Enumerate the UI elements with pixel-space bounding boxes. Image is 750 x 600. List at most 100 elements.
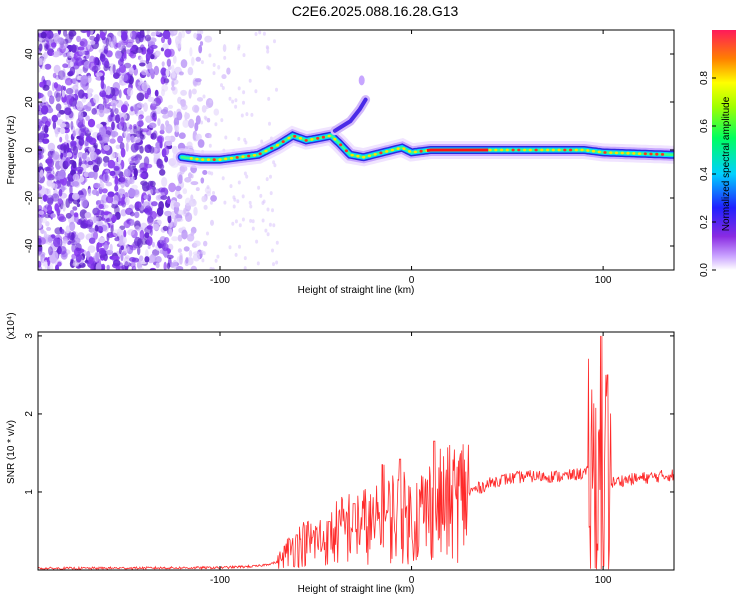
snr-x-ticks: -100 0 100 bbox=[210, 332, 612, 586]
ridge-peak-segment bbox=[426, 148, 489, 152]
noise-blob bbox=[88, 256, 94, 265]
noise-blob bbox=[249, 218, 253, 223]
noise-blob bbox=[245, 112, 249, 117]
noise-blob bbox=[216, 254, 220, 259]
noise-blob bbox=[172, 259, 178, 269]
ridge-hotspot bbox=[557, 148, 561, 152]
noise-blob bbox=[135, 47, 144, 53]
ridge-hotspot bbox=[270, 146, 274, 150]
noise-blob bbox=[96, 157, 101, 167]
noise-blob bbox=[130, 261, 136, 268]
noise-blob bbox=[123, 256, 130, 267]
noise-blob bbox=[38, 104, 41, 112]
noise-blob bbox=[272, 223, 276, 228]
ridge-hotspot bbox=[212, 158, 216, 162]
noise-blob bbox=[112, 35, 117, 46]
x-tick-label: 0 bbox=[409, 275, 415, 286]
noise-blob bbox=[141, 181, 150, 192]
ridge-hotspot bbox=[264, 149, 268, 153]
noise-blob bbox=[265, 177, 269, 182]
noise-blob bbox=[130, 106, 134, 112]
noise-blob bbox=[188, 199, 197, 207]
noise-blob bbox=[128, 110, 136, 116]
noise-blob bbox=[185, 257, 189, 264]
noise-blob bbox=[75, 253, 82, 263]
noise-blob bbox=[38, 221, 42, 229]
noise-blob bbox=[139, 145, 144, 154]
noise-blob bbox=[250, 112, 254, 117]
x-tick-label: 0 bbox=[409, 575, 415, 586]
noise-blob bbox=[88, 146, 96, 153]
ridge-hotspot bbox=[229, 156, 234, 160]
noise-blob bbox=[51, 193, 60, 202]
noise-blob bbox=[70, 140, 77, 147]
noise-blob bbox=[163, 261, 167, 270]
noise-blob bbox=[178, 174, 183, 185]
noise-blob bbox=[74, 128, 81, 136]
noise-blob bbox=[202, 251, 206, 256]
heatmap-x-axis-label: Height of straight line (km) bbox=[298, 285, 415, 296]
noise-blob bbox=[162, 43, 169, 50]
noise-blob bbox=[114, 205, 120, 215]
ridge-hotspot bbox=[540, 148, 544, 152]
noise-blob bbox=[166, 262, 171, 270]
noise-blob bbox=[229, 184, 233, 189]
noise-blob bbox=[123, 229, 127, 238]
noise-blob bbox=[103, 45, 109, 55]
y-tick-label: -20 bbox=[24, 190, 35, 205]
noise-blob bbox=[243, 137, 247, 142]
noise-blob bbox=[130, 143, 139, 153]
noise-blob bbox=[112, 64, 116, 74]
noise-blob bbox=[149, 267, 157, 270]
noise-blob bbox=[164, 237, 170, 244]
noise-blob bbox=[214, 258, 218, 263]
noise-blob bbox=[38, 43, 43, 52]
ridge-hotspot bbox=[385, 150, 389, 153]
noise-blob bbox=[41, 217, 47, 224]
ridge-hotspot bbox=[632, 152, 636, 155]
noise-blob bbox=[255, 239, 259, 244]
noise-blob bbox=[234, 98, 238, 103]
ridge-hotspot bbox=[505, 148, 509, 152]
noise-blob bbox=[151, 241, 155, 248]
noise-blob bbox=[163, 146, 170, 156]
noise-blob bbox=[121, 196, 125, 206]
noise-blob bbox=[51, 114, 59, 123]
noise-blob bbox=[57, 30, 62, 35]
noise-blob bbox=[256, 261, 260, 266]
upper-branch-tip bbox=[358, 75, 365, 86]
noise-blob bbox=[72, 206, 78, 211]
ridge-hotspot bbox=[189, 157, 193, 160]
ridge-hotspot bbox=[597, 150, 601, 154]
noise-blob bbox=[81, 198, 88, 208]
noise-blob bbox=[160, 67, 167, 76]
noise-blob bbox=[117, 155, 122, 165]
noise-blob bbox=[191, 56, 195, 66]
noise-blob bbox=[58, 109, 66, 115]
noise-blob bbox=[204, 35, 213, 43]
noise-blob bbox=[220, 118, 224, 123]
noise-blob bbox=[149, 68, 154, 74]
noise-blob bbox=[178, 132, 186, 139]
noise-blob bbox=[273, 39, 276, 44]
noise-blob bbox=[128, 66, 134, 75]
noise-blob bbox=[268, 222, 272, 227]
noise-blob bbox=[38, 251, 46, 257]
noise-blob bbox=[160, 109, 168, 115]
snr-plot-frame bbox=[37, 331, 675, 571]
noise-blob bbox=[76, 203, 81, 208]
noise-blob bbox=[275, 87, 278, 92]
noise-blob bbox=[157, 118, 161, 127]
noise-blob bbox=[238, 244, 241, 249]
snr-x-axis-label: Height of straight line (km) bbox=[298, 584, 415, 595]
noise-blob bbox=[102, 133, 110, 144]
noise-blob bbox=[231, 99, 235, 104]
noise-blob bbox=[83, 171, 90, 178]
noise-blob bbox=[68, 30, 77, 37]
snr-y-scale-label: (x10⁴) bbox=[6, 312, 17, 339]
ridge-hotspot bbox=[534, 148, 538, 152]
noise-blob bbox=[146, 30, 150, 36]
noise-blob bbox=[52, 151, 60, 160]
noise-blob bbox=[162, 30, 171, 40]
noise-blob bbox=[120, 245, 125, 251]
